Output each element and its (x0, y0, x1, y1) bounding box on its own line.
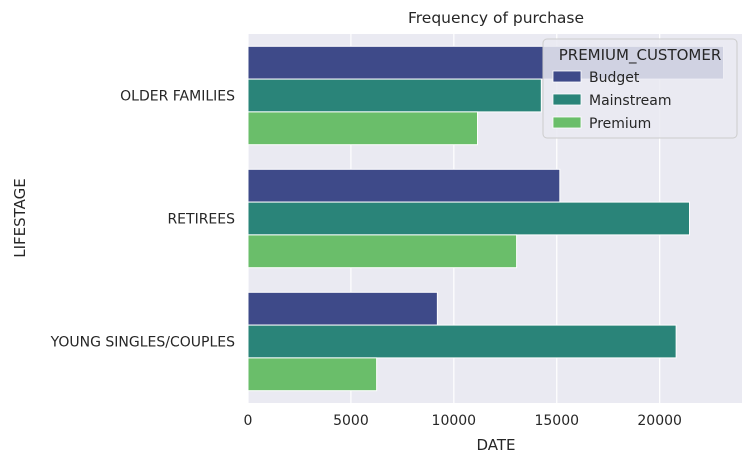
bar-mainstream-2 (247, 324, 677, 359)
bar-premium-1 (247, 234, 518, 269)
x-tick-label: 20000 (637, 413, 682, 429)
legend-items: Budget Mainstream Premium (552, 70, 671, 132)
legend-title: PREMIUM_CUSTOMER (559, 46, 722, 65)
legend-swatch-premium (552, 116, 582, 129)
legend-entry-budget: Budget (589, 70, 640, 86)
bar-budget-1 (247, 168, 561, 203)
bar-budget-2 (247, 291, 438, 326)
bar-premium-0 (247, 111, 479, 146)
x-axis-label: DATE (476, 436, 515, 454)
legend-box (542, 38, 738, 139)
x-tick-label: 15000 (534, 413, 579, 429)
y-tick-label: YOUNG SINGLES/COUPLES (50, 335, 236, 351)
y-tick-labels: OLDER FAMILIES RETIREES YOUNG SINGLES/COUP… (50, 89, 236, 351)
bar-mainstream-1 (247, 201, 691, 236)
x-tick-label: 10000 (432, 413, 477, 429)
chart-title: Frequency of purchase (408, 9, 584, 27)
legend-swatch-budget (552, 70, 582, 83)
x-tick-label: 5000 (333, 413, 369, 429)
legend: PREMIUM_CUSTOMER Budget Mainstream Premium (542, 38, 738, 139)
bar-mainstream-0 (247, 78, 542, 113)
y-tick-label: RETIREES (167, 212, 235, 228)
y-tick-label: OLDER FAMILIES (120, 89, 235, 105)
legend-swatch-mainstream (552, 93, 582, 106)
x-tick-labels: 0 5000 10000 15000 20000 (244, 413, 682, 429)
legend-entry-premium: Premium (589, 116, 651, 132)
y-axis-label: LIFESTAGE (11, 178, 29, 258)
bar-premium-2 (247, 357, 378, 392)
x-tick-label: 0 (244, 413, 253, 429)
legend-entry-mainstream: Mainstream (589, 93, 671, 109)
